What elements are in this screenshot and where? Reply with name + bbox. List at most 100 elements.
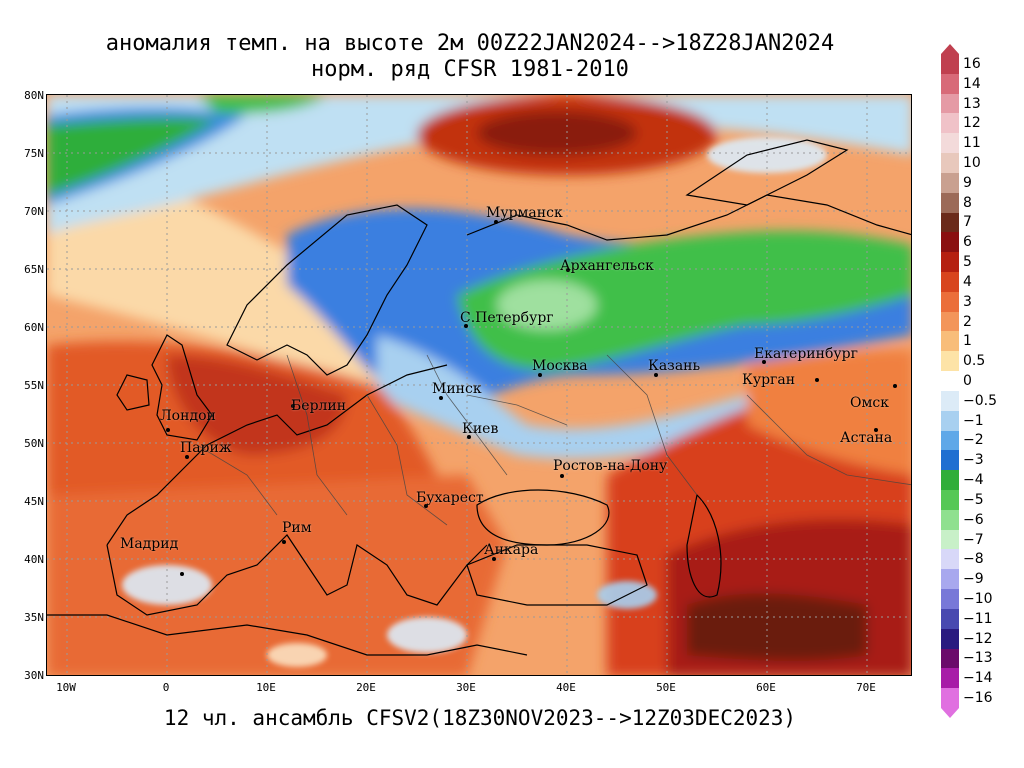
colorbar-segment — [941, 93, 959, 114]
colorbar-segment — [941, 648, 959, 669]
colorbar-label: 8 — [963, 194, 972, 211]
colorbar-segment — [941, 608, 959, 630]
colorbar-segment — [941, 351, 959, 372]
city-label-minsk: Минск — [432, 381, 482, 397]
colorbar-label: 13 — [963, 95, 981, 112]
colorbar-bottom-arrow-icon — [941, 708, 959, 718]
colorbar-segment — [941, 628, 959, 650]
colorbar-segment — [941, 470, 959, 491]
city-label-paris: Париж — [180, 440, 232, 456]
colorbar-label: −4 — [963, 472, 984, 489]
lon-label-0: 0 — [162, 681, 170, 694]
lat-label-70n: 70N — [24, 205, 44, 218]
city-label-moscow: Москва — [532, 358, 588, 374]
coastlines — [47, 139, 911, 656]
colorbar-label: 11 — [963, 135, 981, 152]
colorbar-segment — [941, 668, 959, 689]
colorbar-segment — [941, 252, 959, 273]
colorbar-label: −8 — [963, 551, 984, 568]
colorbar-label: 7 — [963, 214, 972, 231]
colorbar-label: 3 — [963, 293, 972, 310]
colorbar-segment — [941, 331, 959, 352]
colorbar-segment — [941, 192, 959, 214]
colorbar-segment — [941, 272, 959, 293]
colorbar-segment — [941, 410, 959, 432]
lat-label-65n: 65N — [24, 263, 44, 276]
colorbar — [941, 54, 959, 709]
colorbar-label: 0.5 — [963, 353, 986, 370]
colorbar-segment — [941, 311, 959, 332]
colorbar-segment — [941, 212, 959, 233]
city-label-kurgan: Курган — [742, 372, 796, 388]
city-label-berlin: Берлин — [291, 398, 347, 414]
colorbar-label: 1 — [963, 333, 972, 350]
lat-label-30n: 30N — [24, 669, 44, 682]
city-label-bucharest: Бухарест — [416, 490, 484, 506]
colorbar-segment — [941, 133, 959, 154]
colorbar-segment — [941, 529, 959, 550]
colorbar-segment — [941, 688, 959, 709]
colorbar-label: 4 — [963, 273, 972, 290]
lat-label-60n: 60N — [24, 321, 44, 334]
colorbar-label: 9 — [963, 174, 972, 191]
colorbar-label: −5 — [963, 491, 984, 508]
borders — [196, 354, 911, 526]
lat-label-55n: 55N — [24, 379, 44, 392]
colorbar-label: −9 — [963, 571, 984, 588]
colorbar-label: −6 — [963, 511, 984, 528]
colorbar-label: −1 — [963, 412, 984, 429]
city-label-omsk: Омск — [850, 395, 889, 411]
colorbar-segment — [941, 291, 959, 313]
colorbar-segment — [941, 172, 959, 194]
colorbar-top-arrow-icon — [941, 44, 959, 54]
colorbar-segment — [941, 589, 959, 610]
lon-label-20e: 20E — [356, 681, 376, 694]
colorbar-label: 16 — [963, 55, 981, 72]
colorbar-label: −12 — [963, 630, 993, 647]
colorbar-label: 6 — [963, 234, 972, 251]
colorbar-segment — [941, 509, 959, 531]
colorbar-segment — [941, 73, 959, 95]
city-label-rostov-on-don: Ростов-на-Дону — [553, 458, 668, 474]
anomaly-map — [46, 94, 912, 676]
colorbar-label: 10 — [963, 155, 981, 171]
city-label-astana: Астана — [840, 430, 893, 446]
lon-label-10e: 10E — [256, 681, 276, 694]
colorbar-segment — [941, 549, 959, 570]
city-label-london: Лондон — [160, 408, 216, 424]
colorbar-segment — [941, 371, 959, 392]
city-label-ankara: Анкара — [484, 542, 539, 558]
colorbar-segment — [941, 232, 959, 253]
title-line-1: аномалия темп. на высоте 2м 00Z22JAN2024… — [105, 31, 835, 56]
footer-ensemble-info: 12 чл. ансамбль CFSV2(18Z30NOV2023-->12Z… — [163, 706, 797, 730]
colorbar-segment — [941, 430, 959, 451]
city-label-madrid: Мадрид — [120, 536, 179, 552]
graticule — [47, 95, 911, 675]
colorbar-label: −14 — [963, 670, 993, 687]
colorbar-label: −10 — [963, 591, 993, 607]
lon-label-50e: 50E — [656, 681, 676, 694]
lat-label-35n: 35N — [24, 611, 44, 624]
colorbar-label: 5 — [963, 254, 972, 271]
lon-label-40e: 40E — [556, 681, 576, 694]
city-label-st-petersburg: С.Петербург — [460, 310, 554, 326]
lon-label-60e: 60E — [756, 681, 776, 694]
colorbar-label: −7 — [963, 531, 984, 548]
city-label-arkhangelsk: Архангельск — [560, 258, 654, 274]
colorbar-label: −3 — [963, 452, 984, 469]
colorbar-segment — [941, 450, 959, 471]
colorbar-label: −0.5 — [963, 392, 997, 409]
colorbar-label: −13 — [963, 650, 993, 667]
colorbar-segment — [941, 390, 959, 412]
lat-label-50n: 50N — [24, 437, 44, 450]
colorbar-label: 2 — [963, 313, 972, 330]
city-label-rome: Рим — [282, 520, 312, 536]
lon-label-10w: 10W — [56, 681, 76, 694]
lat-label-80n: 80N — [24, 89, 44, 102]
colorbar-label: −16 — [963, 690, 993, 707]
city-label-murmansk: Мурманск — [486, 205, 563, 221]
city-label-kyiv: Киев — [462, 421, 499, 437]
colorbar-segment — [941, 490, 959, 511]
lat-label-75n: 75N — [24, 147, 44, 160]
lon-label-30e: 30E — [456, 681, 476, 694]
